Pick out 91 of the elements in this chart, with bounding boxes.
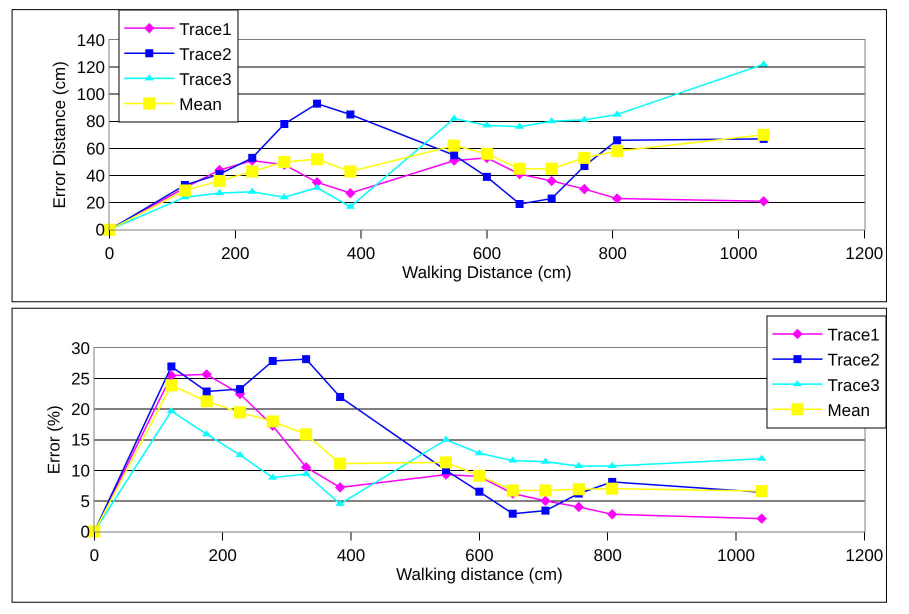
point: [546, 176, 557, 186]
point: [302, 355, 310, 364]
legend-label: Mean: [827, 400, 870, 420]
point: [541, 506, 550, 515]
point: [514, 162, 526, 175]
point: [311, 153, 324, 166]
x-axis-title: Walking distance (cm): [396, 564, 563, 584]
legend-label: Trace1: [179, 20, 232, 39]
x-tick-label: 600: [472, 244, 502, 264]
point: [548, 194, 556, 203]
point: [572, 483, 585, 496]
point: [450, 151, 458, 160]
point: [539, 484, 552, 496]
point: [200, 395, 213, 408]
x-tick-label: 1200: [845, 244, 884, 264]
y-tick-label: 25: [71, 370, 90, 389]
point: [758, 196, 769, 206]
point: [440, 456, 452, 468]
y-tick-label: 30: [71, 339, 90, 358]
point: [578, 152, 590, 164]
point: [334, 458, 346, 470]
point: [482, 172, 491, 181]
x-tick-label: 1000: [720, 244, 758, 264]
legend-label: Trace2: [179, 44, 232, 64]
point: [574, 502, 584, 512]
point: [606, 482, 618, 495]
point: [300, 428, 312, 440]
point: [346, 110, 354, 119]
point: [334, 482, 346, 493]
x-axis-title: Walking Distance (cm): [402, 263, 572, 282]
point: [756, 485, 768, 498]
y-tick-label: 20: [71, 400, 90, 420]
point: [345, 188, 356, 198]
point: [201, 369, 212, 380]
x-tick-label: 1200: [845, 546, 884, 565]
point: [300, 462, 312, 472]
point: [475, 488, 484, 496]
y-tick-label: 100: [76, 85, 106, 104]
x-tick-label: 400: [336, 546, 366, 565]
legend-label: Trace2: [827, 350, 880, 370]
point: [167, 362, 176, 370]
legend-label: Mean: [179, 95, 222, 114]
point: [214, 174, 226, 187]
x-tick-label: 400: [346, 244, 376, 264]
point: [246, 165, 258, 178]
point: [579, 184, 590, 194]
y-tick-label: 10: [71, 461, 90, 480]
point: [202, 388, 211, 396]
x-tick-label: 200: [208, 546, 237, 565]
y-tick-label: 140: [76, 30, 106, 50]
point: [448, 140, 460, 152]
y-axis-title: Error (%): [44, 405, 64, 474]
point: [178, 184, 191, 196]
point: [612, 193, 622, 204]
x-tick-label: 200: [221, 244, 250, 264]
point: [508, 510, 517, 518]
point: [313, 100, 322, 108]
point: [344, 165, 356, 178]
point: [480, 148, 493, 160]
legend-label: Trace3: [827, 376, 880, 395]
y-tick-label: 120: [76, 58, 106, 78]
point: [516, 200, 524, 208]
x-tick-label: 800: [593, 546, 622, 565]
y-tick-label: 20: [86, 194, 106, 213]
point: [268, 356, 277, 365]
legend-label: Trace1: [827, 326, 880, 345]
point: [278, 156, 290, 168]
y-tick-label: 15: [71, 430, 90, 450]
y-tick-label: 40: [86, 166, 106, 186]
point: [248, 154, 256, 162]
y-axis-title: Error Distance (cm): [50, 61, 70, 209]
point: [758, 128, 770, 141]
x-tick-label: 600: [465, 546, 494, 565]
x-tick-label: 800: [598, 244, 627, 264]
point: [280, 120, 288, 128]
legend-label: Trace3: [179, 70, 232, 89]
point: [606, 509, 618, 520]
point: [540, 496, 551, 506]
point: [546, 162, 558, 175]
point: [756, 513, 767, 524]
x-tick-label: 1000: [717, 546, 755, 565]
point: [613, 136, 622, 144]
y-tick-label: 5: [80, 492, 90, 511]
y-tick-label: 80: [86, 112, 106, 132]
y-tick-label: 60: [86, 139, 106, 158]
point: [266, 415, 279, 428]
point: [336, 393, 344, 402]
point: [236, 385, 244, 394]
point: [611, 145, 624, 158]
point: [165, 379, 178, 392]
point: [234, 406, 246, 418]
